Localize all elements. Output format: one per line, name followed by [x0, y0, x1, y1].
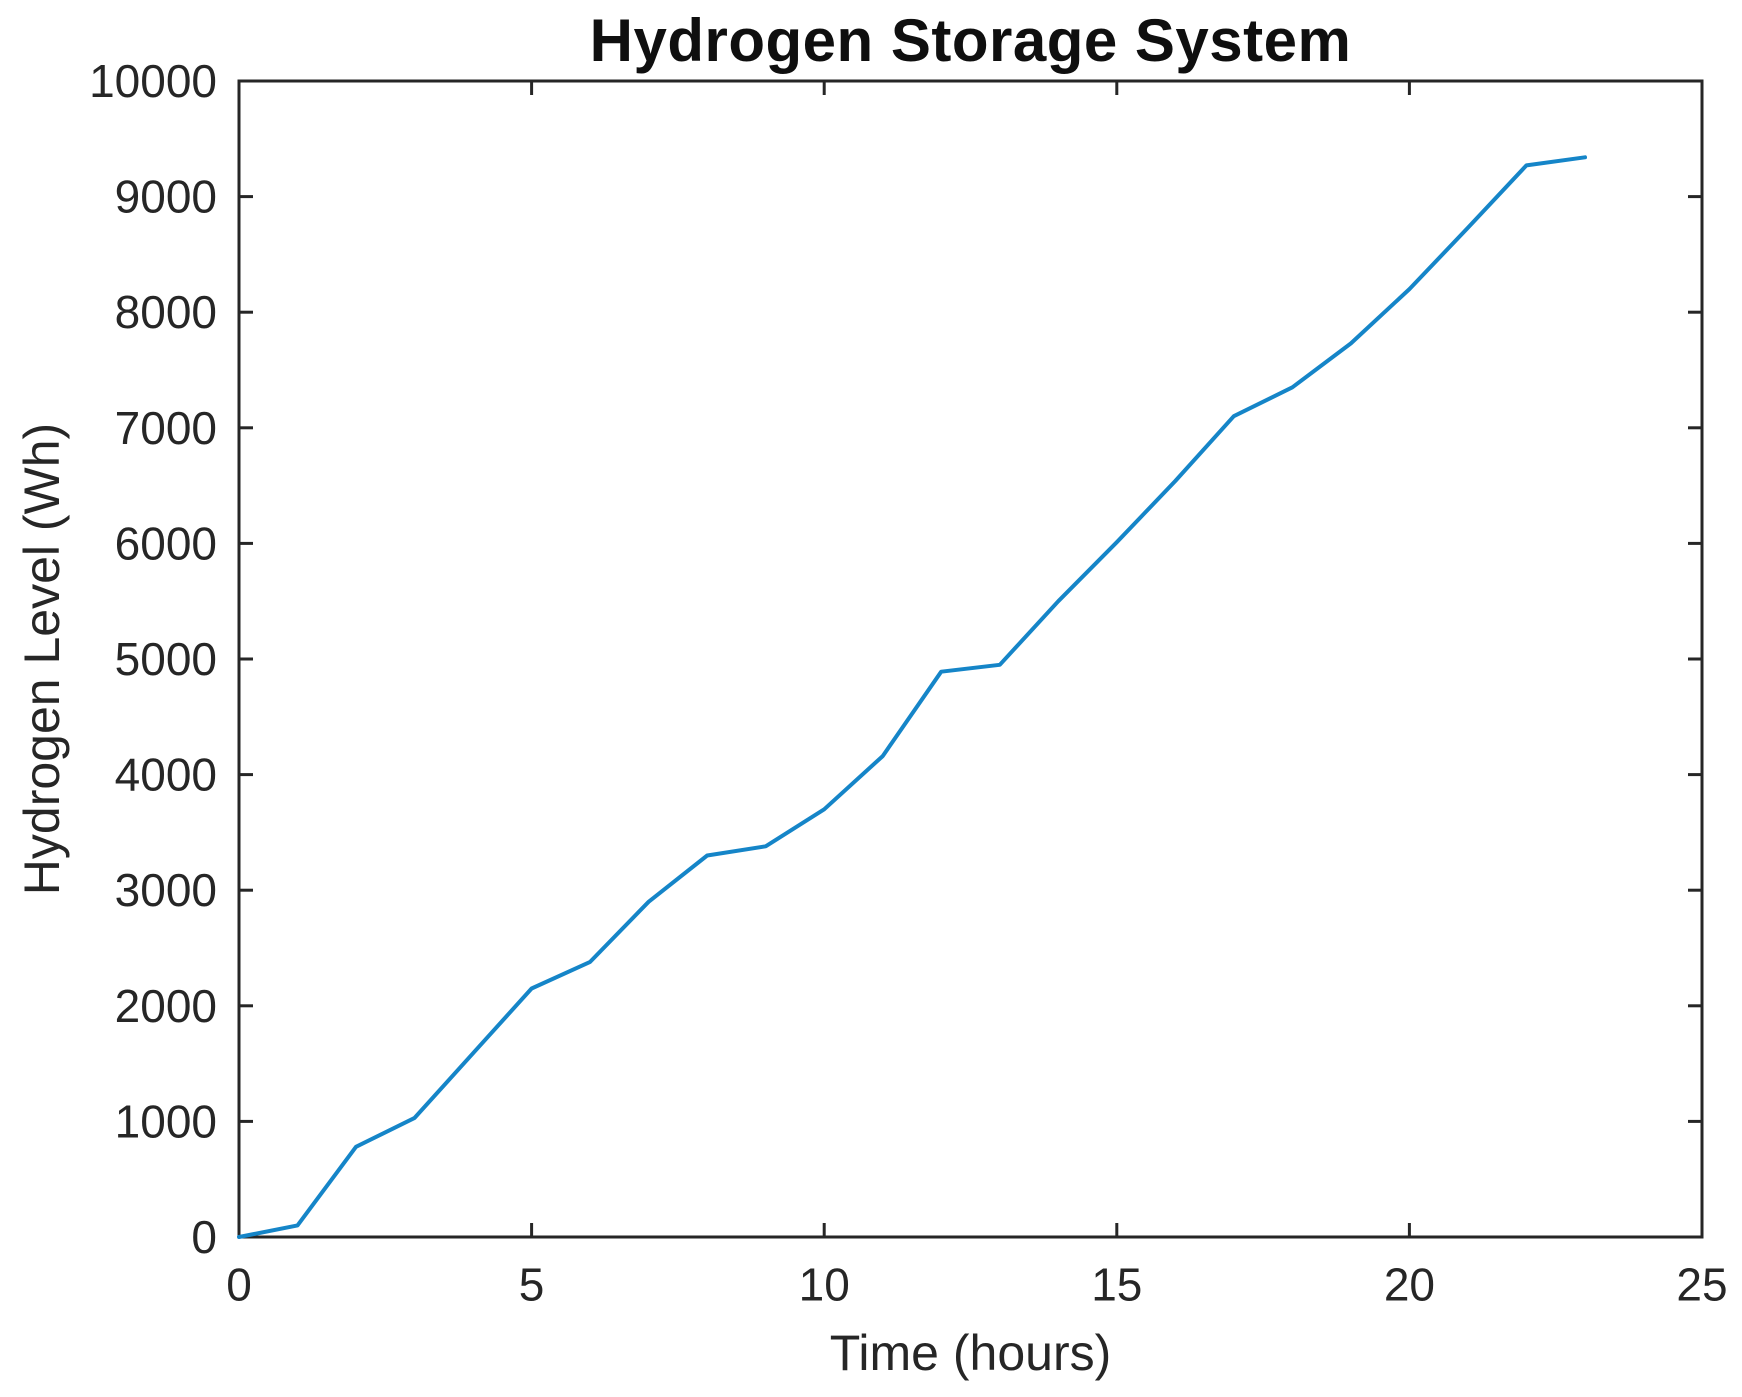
- chart-title: Hydrogen Storage System: [589, 7, 1352, 74]
- y-tick-label: 7000: [115, 402, 217, 454]
- y-tick-label: 9000: [115, 171, 217, 223]
- x-axis-label: Time (hours): [829, 1325, 1112, 1381]
- data-line: [237, 155, 1587, 1239]
- axis-box: [237, 79, 1704, 1239]
- y-tick-label: 8000: [115, 286, 217, 338]
- y-tick-label: 0: [191, 1211, 217, 1263]
- y-tick-label: 4000: [115, 749, 217, 801]
- x-tick-label: 5: [519, 1259, 545, 1311]
- x-tick-label: 25: [1676, 1259, 1727, 1311]
- y-tick-label: 10000: [89, 55, 217, 107]
- y-tick-label: 6000: [115, 517, 217, 569]
- y-tick-label: 5000: [115, 633, 217, 685]
- y-tick-label: 1000: [115, 1095, 217, 1147]
- y-tick-label: 2000: [115, 980, 217, 1032]
- x-tick-label: 20: [1384, 1259, 1435, 1311]
- x-tick-label: 15: [1091, 1259, 1142, 1311]
- x-tick-label: 10: [799, 1259, 850, 1311]
- y-tick-label: 3000: [115, 864, 217, 916]
- y-axis-label: Hydrogen Level (Wh): [14, 422, 70, 896]
- x-tick-label: 0: [226, 1259, 252, 1311]
